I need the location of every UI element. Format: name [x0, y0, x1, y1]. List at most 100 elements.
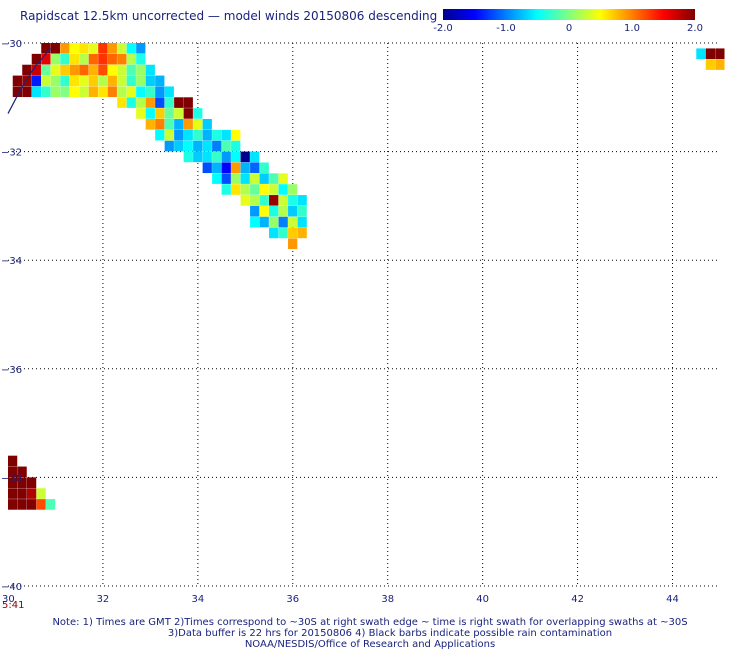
wind-cell: [126, 75, 136, 87]
wind-cell: [212, 140, 222, 152]
wind-cell: [41, 75, 51, 87]
wind-cell: [250, 205, 260, 217]
wind-cell: [12, 75, 23, 87]
wind-cell: [164, 97, 174, 108]
wind-cell: [288, 227, 298, 239]
wind-cell: [117, 53, 127, 65]
time-label: 5:41: [2, 600, 25, 611]
wind-cell: [145, 108, 155, 119]
wind-cell: [41, 64, 51, 76]
colorbar: [443, 9, 695, 20]
wind-cell: [240, 151, 250, 163]
wind-cell: [164, 108, 174, 119]
wind-cell: [288, 184, 298, 195]
wind-cell: [69, 75, 79, 87]
wind-cell: [8, 488, 18, 499]
wind-cell: [240, 195, 250, 206]
footer-note-1: Note: 1) Times are GMT 2)Times correspon…: [52, 617, 688, 628]
wind-cell: [221, 140, 231, 152]
wind-cell: [41, 53, 51, 65]
wind-cell: [79, 75, 89, 87]
wind-cell: [183, 129, 193, 141]
colorbar-tick-label: 0: [566, 23, 572, 34]
wind-cell: [278, 173, 288, 184]
wind-cell: [79, 43, 89, 54]
wind-cell: [164, 140, 174, 152]
y-tick-label: −38: [1, 473, 22, 484]
wind-cell: [269, 173, 279, 184]
wind-cell: [221, 162, 231, 174]
wind-cell: [136, 75, 146, 87]
wind-cell: [17, 499, 27, 510]
wind-cell: [36, 499, 46, 510]
wind-cell: [50, 64, 60, 76]
wind-cell: [26, 488, 37, 499]
wind-cell: [79, 86, 89, 98]
wind-cell: [26, 499, 37, 510]
wind-cell: [278, 216, 288, 228]
wind-cell: [240, 184, 250, 195]
wind-cell: [174, 119, 184, 130]
wind-cell: [41, 86, 51, 98]
wind-cell: [278, 205, 288, 217]
wind-cell: [250, 151, 260, 163]
y-tick-label: −34: [1, 256, 22, 267]
wind-cell: [696, 48, 706, 60]
wind-cell: [269, 184, 279, 195]
chart-title: Rapidscat 12.5km uncorrected — model win…: [20, 9, 438, 23]
wind-cell: [126, 43, 136, 54]
wind-cell: [17, 477, 27, 488]
wind-cell: [8, 455, 18, 467]
wind-cell: [126, 97, 136, 108]
wind-cell: [183, 108, 193, 119]
wind-cell: [88, 53, 98, 65]
x-tick-label: 36: [286, 594, 299, 605]
x-tick-label: 40: [476, 594, 489, 605]
wind-cell: [202, 140, 212, 152]
wind-cell: [155, 86, 165, 98]
wind-cell: [136, 64, 146, 76]
wind-cell: [36, 488, 46, 499]
wind-cell: [107, 75, 117, 87]
wind-cell: [88, 43, 98, 54]
wind-cell: [269, 216, 279, 228]
wind-cell: [212, 162, 222, 174]
wind-cell: [288, 238, 298, 250]
wind-cell: [164, 86, 174, 98]
wind-cell: [193, 108, 203, 119]
wind-cell: [259, 184, 269, 195]
y-tick-label: −40: [1, 582, 22, 593]
wind-cell: [31, 86, 41, 98]
wind-cell: [69, 53, 79, 65]
wind-cell: [193, 140, 203, 152]
wind-cell: [98, 86, 108, 98]
wind-cell: [98, 75, 108, 87]
wind-cell: [136, 108, 146, 119]
wind-cell: [60, 43, 70, 54]
coastline: [7, 48, 52, 114]
wind-cell: [259, 195, 269, 206]
wind-cell: [297, 195, 307, 206]
wind-cell: [231, 151, 241, 163]
wind-cell: [269, 227, 279, 239]
wind-cell: [288, 205, 298, 217]
wind-cell: [126, 53, 136, 65]
wind-cell: [22, 75, 32, 87]
wind-cell: [107, 53, 117, 65]
wind-cell: [202, 129, 212, 141]
wind-cell: [221, 129, 231, 141]
wind-cell: [117, 97, 127, 108]
wind-cell: [174, 108, 184, 119]
wind-cell: [231, 140, 241, 152]
wind-cell: [50, 43, 60, 54]
wind-cell: [183, 119, 193, 130]
x-tick-label: 42: [571, 594, 584, 605]
wind-cell: [155, 75, 165, 87]
wind-cell: [221, 184, 231, 195]
wind-cell: [60, 75, 70, 87]
colorbar-ticks: -2.0 -1.0 0 1.0 2.0: [433, 23, 703, 34]
wind-cell: [155, 108, 165, 119]
wind-cell: [126, 64, 136, 76]
wind-cell: [26, 477, 37, 488]
